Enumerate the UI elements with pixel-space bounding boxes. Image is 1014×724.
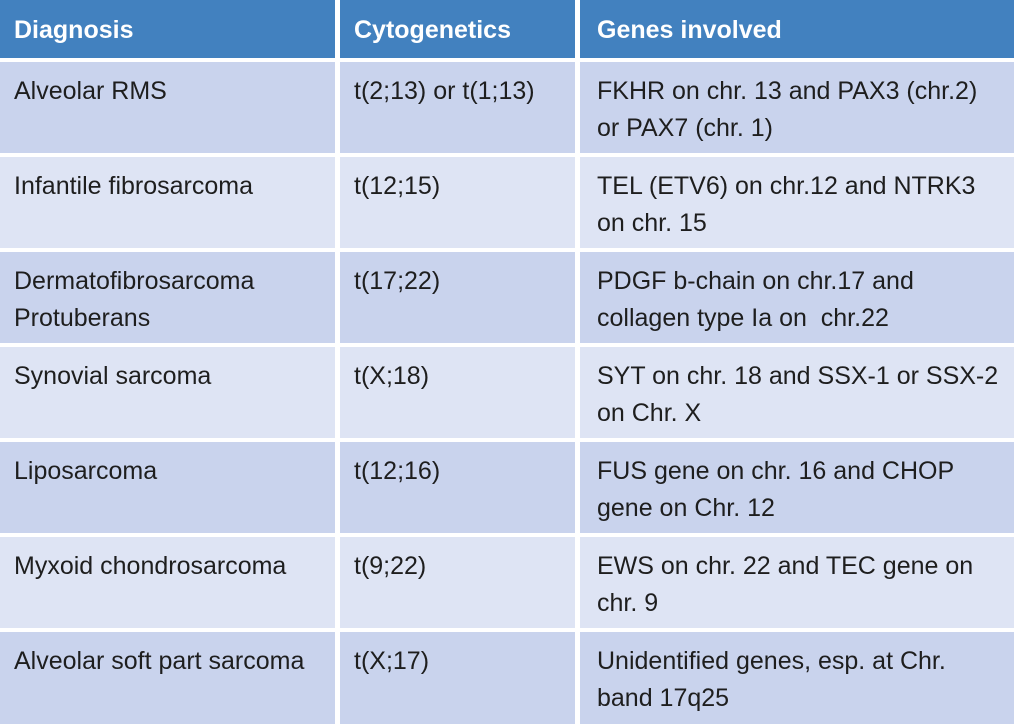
cell-genes: TEL (ETV6) on chr.12 and NTRK3 on chr. 1…	[580, 157, 1014, 248]
cell-diagnosis: Alveolar RMS	[0, 62, 335, 153]
cell-genes: FUS gene on chr. 16 and CHOP gene on Chr…	[580, 442, 1014, 533]
cell-genes: PDGF b-chain on chr.17 and collagen type…	[580, 252, 1014, 343]
cell-genes: SYT on chr. 18 and SSX-1 or SSX-2 on Chr…	[580, 347, 1014, 438]
cell-genes: FKHR on chr. 13 and PAX3 (chr.2) or PAX7…	[580, 62, 1014, 153]
cell-genes: EWS on chr. 22 and TEC gene on chr. 9	[580, 537, 1014, 628]
cell-cytogenetics: t(X;18)	[340, 347, 575, 438]
cell-cytogenetics: t(2;13) or t(1;13)	[340, 62, 575, 153]
column-header-diagnosis: Diagnosis	[0, 0, 335, 58]
column-header-genes-involved: Genes involved	[580, 0, 1014, 58]
cell-cytogenetics: t(9;22)	[340, 537, 575, 628]
cell-diagnosis: Liposarcoma	[0, 442, 335, 533]
cell-diagnosis: Synovial sarcoma	[0, 347, 335, 438]
cell-diagnosis: Infantile fibrosarcoma	[0, 157, 335, 248]
cell-diagnosis: Myxoid chondrosarcoma	[0, 537, 335, 628]
cell-genes: Unidentified genes, esp. at Chr. band 17…	[580, 632, 1014, 724]
cell-cytogenetics: t(12;16)	[340, 442, 575, 533]
cell-cytogenetics: t(X;17)	[340, 632, 575, 724]
cell-diagnosis: Alveolar soft part sarcoma	[0, 632, 335, 724]
cell-cytogenetics: t(12;15)	[340, 157, 575, 248]
cell-diagnosis: Dermatofibrosarcoma Protuberans	[0, 252, 335, 343]
cell-cytogenetics: t(17;22)	[340, 252, 575, 343]
column-header-cytogenetics: Cytogenetics	[340, 0, 575, 58]
